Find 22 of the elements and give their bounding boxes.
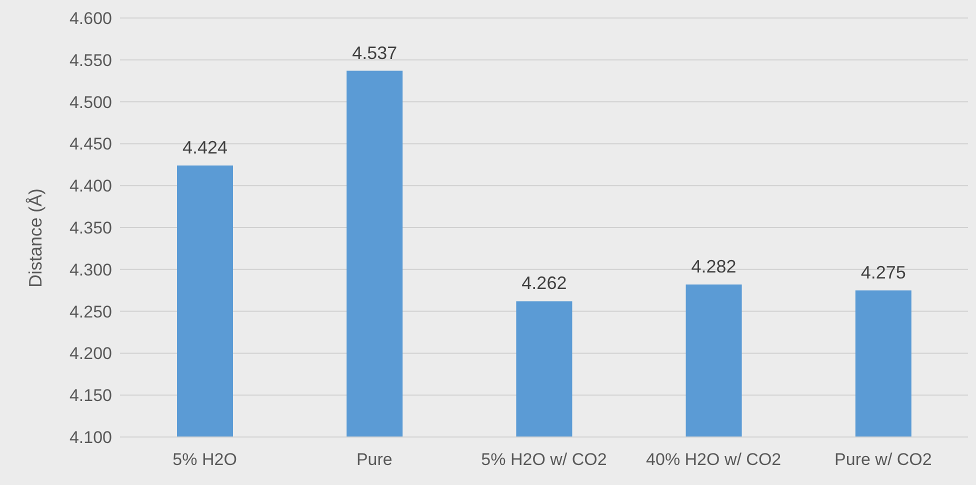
x-tick-label: 5% H2O	[172, 450, 237, 470]
y-tick-label: 4.250	[69, 302, 112, 322]
x-tick-label: Pure	[356, 450, 392, 470]
y-tick-label: 4.550	[69, 50, 112, 70]
data-label: 4.275	[860, 262, 906, 282]
y-tick-label: 4.300	[69, 260, 112, 280]
y-tick-label: 4.100	[69, 428, 112, 448]
data-label: 4.282	[691, 256, 736, 276]
y-tick-label: 4.450	[69, 134, 112, 154]
x-tick-label: 5% H2O w/ CO2	[481, 450, 607, 470]
data-label: 4.262	[522, 273, 567, 294]
y-axis-title: Distance (Å)	[25, 188, 46, 288]
data-label: 4.424	[182, 137, 228, 158]
y-tick-label: 4.350	[69, 218, 112, 238]
y-tick-label: 4.400	[69, 176, 112, 196]
x-tick-label: Pure w/ CO2	[834, 450, 932, 470]
y-tick-label: 4.150	[69, 386, 112, 406]
y-tick-label: 4.200	[69, 344, 112, 364]
data-label: 4.537	[352, 42, 398, 63]
x-tick-label: 40% H2O w/ CO2	[646, 450, 782, 470]
y-tick-label: 4.500	[69, 92, 112, 112]
y-tick-label: 4.600	[69, 9, 112, 28]
